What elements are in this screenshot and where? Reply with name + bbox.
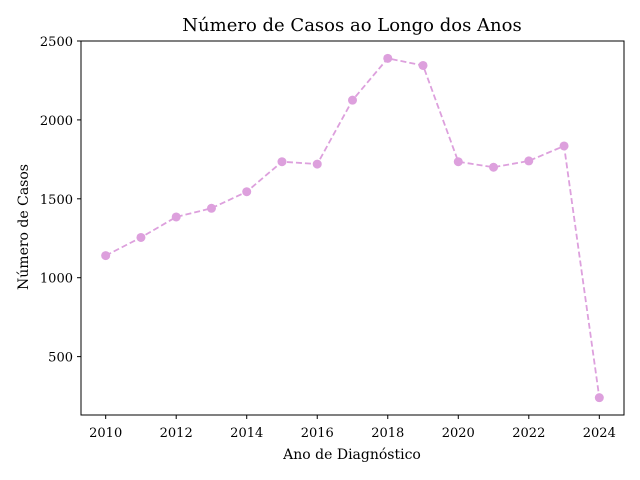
data-point	[489, 162, 499, 172]
data-point	[453, 157, 463, 167]
y-tick-label: 2500	[40, 35, 73, 50]
y-tick-label: 1500	[40, 193, 73, 208]
x-tick-label: 2018	[371, 426, 404, 441]
x-tick-label: 2022	[512, 426, 545, 441]
y-tick-label: 1000	[40, 272, 73, 287]
plot-area	[101, 53, 604, 403]
data-point	[383, 53, 393, 63]
data-point	[277, 157, 287, 167]
x-tick-label: 2012	[160, 426, 193, 441]
x-tick-label: 2024	[583, 426, 616, 441]
data-point	[594, 393, 604, 403]
data-point	[171, 212, 181, 222]
y-tick-label: 2000	[40, 114, 73, 129]
x-axis-label: Ano de Diagnóstico	[282, 447, 421, 463]
y-tick-label: 500	[48, 351, 73, 366]
x-tick-label: 2010	[89, 426, 122, 441]
data-point	[101, 251, 111, 261]
data-point	[559, 141, 569, 151]
x-tick-label: 2016	[301, 426, 334, 441]
chart-title: Número de Casos ao Longo dos Anos	[182, 15, 521, 36]
data-point	[242, 187, 252, 197]
x-tick-label: 2020	[442, 426, 475, 441]
data-point	[312, 159, 322, 169]
data-point	[348, 95, 357, 105]
axes-frame	[80, 40, 625, 416]
data-point	[206, 203, 216, 213]
y-axis-ticks: 500 1000 1500 2000 2500	[40, 35, 81, 366]
data-point	[418, 60, 428, 70]
x-tick-label: 2014	[230, 426, 263, 441]
y-axis-label: Número de Casos	[16, 164, 32, 290]
data-point	[136, 232, 146, 242]
data-point	[524, 156, 534, 166]
x-axis-ticks: 2010 2012 2014 2016 2018 2020 2022 2024	[89, 415, 616, 441]
